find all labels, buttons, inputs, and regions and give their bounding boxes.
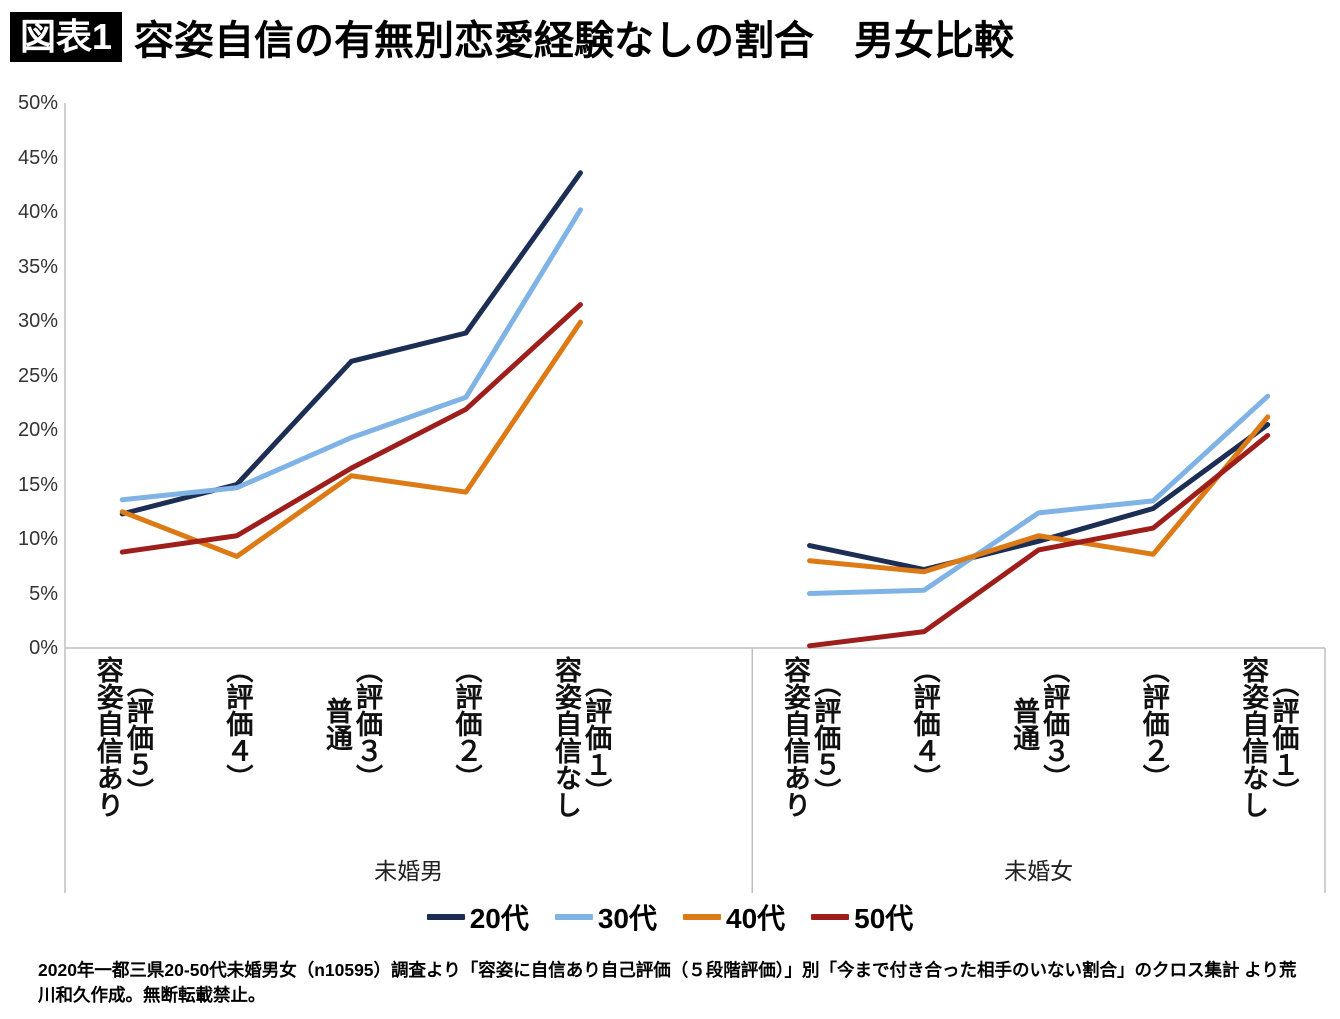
- chart-legend: 20代 30代 40代 50代: [0, 897, 1340, 937]
- legend-swatch: [683, 914, 721, 920]
- legend-swatch: [554, 914, 593, 920]
- legend-label: 40代: [726, 903, 786, 934]
- series-line-50代-men: [119, 302, 583, 555]
- legend-swatch: [811, 914, 850, 920]
- legend-label: 30代: [597, 903, 657, 934]
- series-line-30代-men: [119, 207, 583, 503]
- legend-item-30代: 30代: [554, 897, 657, 937]
- series-line-20代-women: [807, 422, 1271, 573]
- legend-item-40代: 40代: [683, 897, 785, 937]
- chart-title: 容姿自信の有無別恋愛経験なしの割合 男女比較: [134, 19, 1015, 63]
- series-line-20代-men: [119, 170, 583, 517]
- legend-item-50代: 50代: [811, 897, 913, 937]
- series-line-30代-women: [807, 393, 1271, 596]
- legend-label: 20代: [469, 903, 529, 934]
- series-line-50代-women: [807, 432, 1271, 649]
- legend-item-20代: 20代: [426, 897, 529, 937]
- legend-label: 50代: [854, 903, 914, 934]
- series-line-40代-women: [807, 414, 1271, 575]
- chart-header: 図表1 容姿自信の有無別恋愛経験なしの割合 男女比較: [10, 8, 1014, 66]
- source-note: 2020年一都三県20-50代未婚男女（n10595）調査より「容姿に自信あり自…: [38, 960, 1297, 1005]
- figure-badge: 図表1: [10, 12, 123, 62]
- legend-swatch: [426, 914, 465, 920]
